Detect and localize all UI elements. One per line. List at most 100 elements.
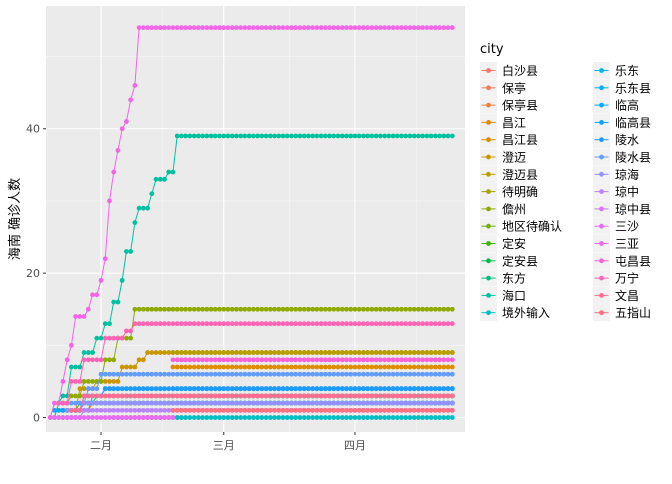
data-point — [322, 357, 328, 363]
data-point — [377, 306, 383, 312]
data-point — [111, 299, 117, 305]
data-point — [386, 371, 392, 377]
data-point — [174, 400, 180, 406]
data-point — [187, 400, 193, 406]
data-point — [136, 357, 142, 363]
data-point — [437, 386, 443, 392]
data-point — [445, 25, 451, 31]
data-point — [259, 364, 265, 370]
data-point — [238, 386, 244, 392]
data-point — [348, 357, 354, 363]
data-point — [331, 357, 337, 363]
data-point — [250, 407, 256, 413]
data-point — [153, 407, 159, 413]
data-point — [411, 400, 417, 406]
data-point — [246, 415, 252, 420]
data-point — [306, 306, 311, 312]
data-point — [416, 306, 421, 312]
data-point — [445, 321, 451, 327]
data-point — [140, 386, 146, 392]
data-point — [111, 169, 117, 175]
data-point — [162, 306, 167, 312]
data-point — [212, 133, 218, 139]
legend-item: 三亚 — [593, 235, 639, 252]
data-point — [449, 400, 455, 406]
data-point — [394, 407, 400, 413]
data-point — [301, 306, 307, 312]
data-point — [369, 25, 375, 31]
data-point — [136, 393, 142, 399]
data-point — [310, 357, 316, 363]
legend-item: 保亭 — [480, 79, 526, 97]
data-point — [60, 415, 66, 420]
data-point — [145, 321, 150, 327]
data-point — [242, 407, 248, 413]
data-point — [386, 25, 392, 31]
data-point — [225, 393, 231, 399]
data-point — [411, 371, 417, 377]
legend-key-point — [599, 241, 604, 246]
data-point — [416, 25, 421, 31]
data-point — [356, 386, 362, 392]
data-point — [81, 415, 87, 420]
data-point — [64, 415, 70, 420]
data-point — [102, 256, 108, 262]
data-point — [234, 400, 239, 406]
data-point — [386, 321, 392, 327]
data-point — [369, 133, 375, 139]
series-20 — [64, 371, 455, 406]
data-point — [234, 364, 239, 370]
data-point — [369, 393, 375, 399]
data-point — [246, 306, 252, 312]
data-point — [365, 386, 371, 392]
data-point — [179, 386, 184, 392]
data-point — [314, 371, 320, 377]
data-point — [369, 371, 375, 377]
data-point — [272, 321, 277, 327]
data-point — [229, 371, 235, 377]
data-point — [166, 415, 172, 420]
data-point — [416, 133, 421, 139]
data-point — [200, 407, 206, 413]
legend-key-point — [599, 206, 604, 212]
data-point — [361, 371, 366, 377]
data-point — [204, 350, 210, 355]
data-point — [310, 371, 316, 377]
data-point — [352, 350, 358, 355]
data-point — [195, 407, 201, 413]
data-point — [420, 357, 426, 363]
data-point — [221, 400, 227, 406]
data-point — [259, 415, 265, 420]
data-point — [394, 393, 400, 399]
data-point — [428, 357, 434, 363]
data-point — [284, 133, 290, 139]
data-point — [204, 393, 210, 399]
data-point — [382, 371, 387, 377]
data-point — [276, 364, 282, 370]
data-point — [107, 415, 112, 420]
data-point — [246, 407, 252, 413]
data-point — [449, 371, 455, 377]
data-point — [348, 386, 354, 392]
data-point — [111, 400, 117, 406]
data-point — [314, 357, 320, 363]
data-point — [407, 321, 413, 327]
data-point — [289, 407, 294, 413]
data-point — [195, 364, 201, 370]
data-point — [449, 350, 455, 355]
data-point — [183, 386, 189, 392]
data-point — [255, 400, 261, 406]
legend-key-point — [486, 275, 491, 281]
data-point — [229, 386, 235, 392]
data-point — [234, 357, 239, 363]
data-point — [361, 133, 366, 139]
data-point — [246, 364, 252, 370]
data-point — [81, 407, 87, 413]
data-point — [77, 379, 83, 384]
data-point — [301, 393, 307, 399]
data-point — [56, 400, 62, 406]
data-point — [217, 364, 222, 370]
data-point — [145, 386, 150, 392]
data-point — [428, 364, 434, 370]
data-point — [208, 371, 214, 377]
